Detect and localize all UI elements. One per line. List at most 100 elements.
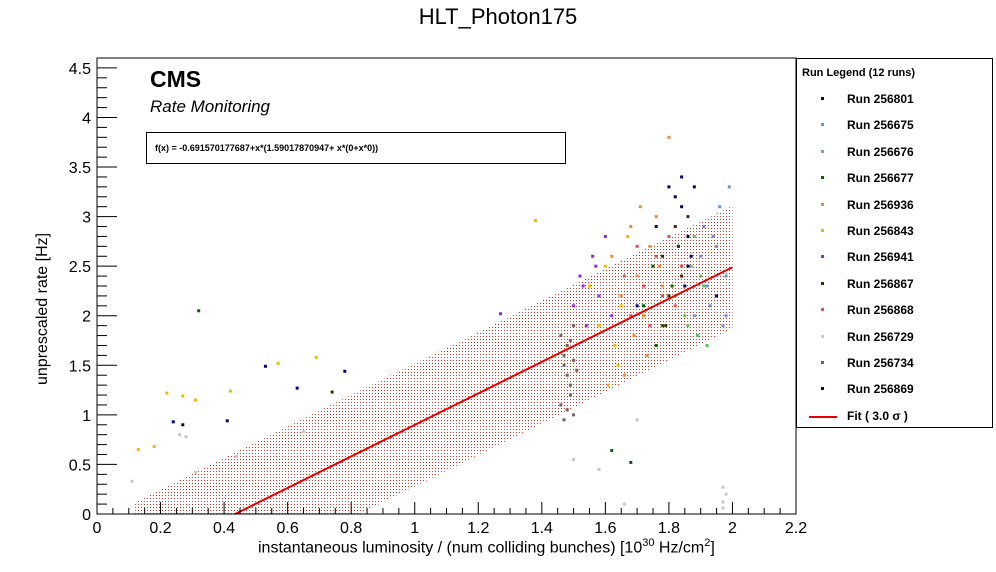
legend-label: Run 256734: [847, 356, 914, 370]
x-axis-ticks: 0 0.2 0.4 0.6 0.8 1 1.2 1.4 1.6 1.8 2 2.2: [93, 502, 807, 537]
legend-entry: Run 256801: [797, 91, 993, 111]
data-point: [610, 314, 614, 318]
data-point: [686, 324, 690, 328]
data-point: [724, 274, 728, 278]
data-point: [594, 264, 598, 268]
data-point: [721, 324, 725, 328]
y-tick-label: 2.5: [69, 259, 91, 276]
data-point: [692, 185, 696, 189]
data-point: [673, 225, 677, 229]
data-point: [181, 394, 185, 398]
data-point: [610, 254, 614, 258]
legend-fit-line: [809, 415, 837, 418]
data-point: [727, 185, 731, 189]
data-point: [702, 225, 706, 229]
data-point: [715, 294, 719, 298]
data-point: [197, 309, 201, 313]
y-axis-label: unprescaled rate [Hz]: [34, 232, 51, 385]
data-point: [565, 373, 569, 377]
data-point: [619, 304, 623, 308]
data-point: [572, 324, 576, 328]
x-tick-label: 1.4: [531, 520, 553, 537]
data-point: [641, 304, 645, 308]
data-point: [575, 368, 579, 372]
data-point: [648, 324, 652, 328]
data-point: [657, 264, 661, 268]
legend-marker: [821, 308, 824, 312]
legend-label: Run 256941: [847, 250, 914, 265]
legend-entry: Run 256936: [797, 197, 993, 217]
data-point: [568, 339, 572, 343]
data-point: [683, 284, 687, 288]
y-tick-label: 4.5: [69, 61, 91, 78]
legend-marker: [821, 334, 824, 338]
fit-formula-box: f(x) = -0.691570177687+x*(1.59017870947+…: [146, 132, 566, 164]
chart-title: HLT_Photon175: [418, 4, 578, 29]
data-point: [635, 274, 639, 278]
data-point: [699, 254, 703, 258]
legend-entry: Run 256676: [797, 144, 993, 164]
data-point: [562, 418, 566, 422]
data-point: [597, 324, 601, 328]
x-tick-label: 2.2: [785, 520, 807, 537]
y-axis-ticks: 0 0.5 1 1.5 2 2.5 3 3.5 4 4.5: [69, 57, 117, 524]
data-point: [603, 264, 607, 268]
legend-marker: [821, 123, 824, 127]
legend-marker: [821, 361, 824, 364]
legend-entry: Run 256677: [797, 170, 993, 190]
data-point: [136, 448, 140, 452]
data-point: [619, 294, 623, 298]
data-point: [661, 294, 665, 298]
data-point: [314, 355, 318, 359]
cms-label: CMS: [150, 66, 202, 92]
data-point: [499, 312, 503, 316]
data-point: [654, 215, 658, 219]
x-tick-label: 1.6: [594, 520, 616, 537]
data-point: [622, 373, 626, 377]
data-point: [670, 284, 674, 288]
data-point: [661, 324, 665, 328]
data-point: [568, 393, 572, 397]
legend-marker: [821, 202, 824, 206]
data-point: [622, 502, 626, 506]
legend-entry: Run 256734: [797, 355, 993, 375]
data-point: [559, 334, 563, 338]
data-point: [629, 314, 633, 318]
data-point: [171, 420, 175, 424]
data-point: [638, 205, 642, 209]
data-point: [572, 413, 576, 417]
data-point: [645, 353, 649, 357]
data-point: [721, 485, 725, 489]
data-point: [661, 254, 665, 258]
fit-line: [234, 266, 733, 515]
legend-fit-label: Fit ( 3.0 σ ): [847, 408, 908, 423]
data-point: [705, 343, 709, 347]
data-point: [654, 225, 658, 229]
data-point: [559, 403, 563, 407]
data-point: [616, 363, 620, 367]
data-point: [635, 304, 639, 308]
legend-marker: [821, 387, 824, 391]
x-tick-label: 0: [93, 520, 102, 537]
legend-title: Run Legend (12 runs): [802, 67, 916, 79]
data-point: [721, 506, 725, 510]
data-point: [225, 419, 229, 423]
data-point: [667, 185, 671, 189]
data-point: [565, 408, 569, 412]
data-point: [165, 391, 169, 395]
data-point: [578, 274, 582, 278]
data-point: [635, 418, 639, 422]
legend-label: Run 256675: [847, 118, 914, 133]
fit-band: [135, 205, 733, 514]
data-point: [597, 467, 601, 471]
data-point: [648, 244, 652, 248]
data-point: [673, 195, 677, 199]
x-tick-label: 0.6: [277, 520, 299, 537]
data-point: [718, 205, 722, 209]
data-point: [565, 343, 569, 347]
fit-formula-text: f(x) = -0.691570177687+x*(1.59017870947+…: [155, 143, 379, 153]
fit-line-path: [234, 266, 733, 515]
data-point: [692, 234, 696, 238]
data-point: [724, 492, 728, 496]
